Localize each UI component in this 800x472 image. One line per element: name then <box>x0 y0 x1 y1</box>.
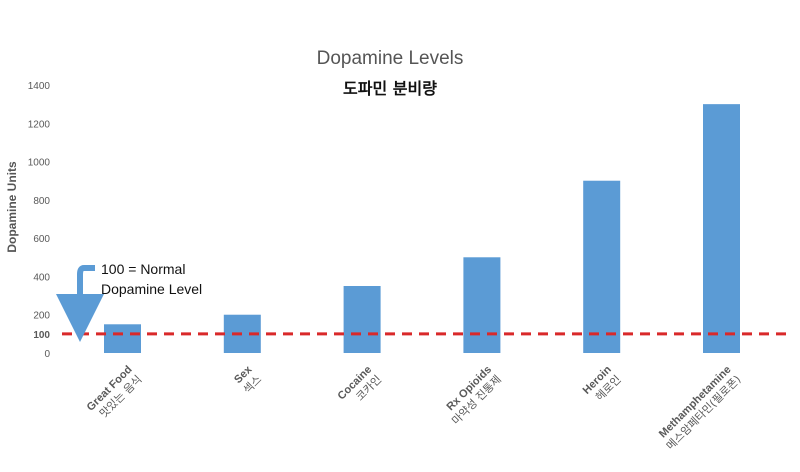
y-tick-label: 200 <box>33 311 50 322</box>
bar <box>703 104 740 354</box>
bar <box>343 286 381 353</box>
y-tick-label: 800 <box>33 196 50 207</box>
annotation-text: 100 = Normal Dopamine Level <box>101 259 241 299</box>
chart-title: Dopamine Levels <box>316 48 464 69</box>
y-tick-label: 1400 <box>28 81 51 92</box>
bar <box>583 180 621 353</box>
y-tick-label: 1200 <box>28 119 51 130</box>
bar <box>104 324 141 353</box>
y-tick-label: 400 <box>33 272 50 283</box>
y-tick-label: 1000 <box>28 158 51 169</box>
annotation-line-2: Dopamine Level <box>101 281 203 297</box>
chart-subtitle: 도파민 분비량 <box>343 79 437 98</box>
bar <box>463 257 501 353</box>
y-tick-label: 100 <box>33 330 50 341</box>
annotation-arrow <box>56 265 104 342</box>
y-tick-label: 0 <box>44 349 50 360</box>
annotation-line-1: 100 = Normal <box>101 261 186 277</box>
y-tick-label: 600 <box>33 234 50 245</box>
